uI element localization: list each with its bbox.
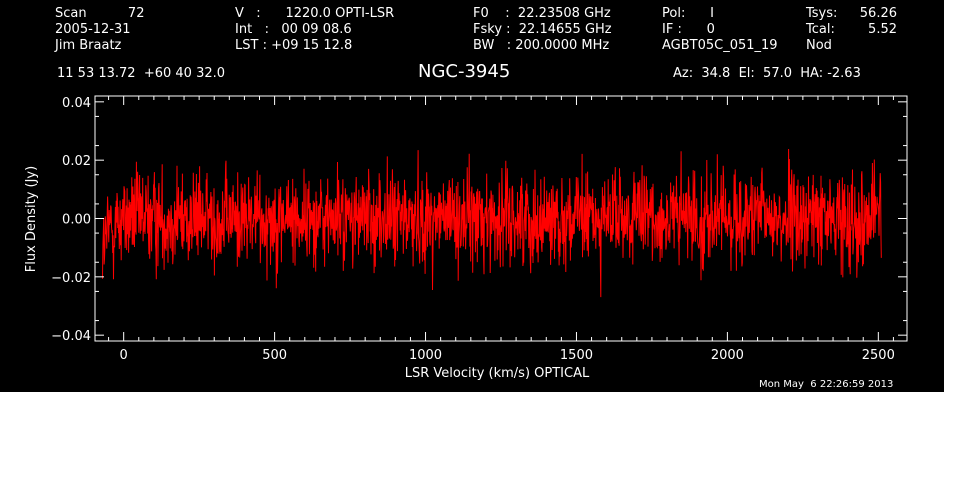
y-tick-label: 0.00: [62, 213, 91, 228]
az-el-ha: Az: 34.8 El: 57.0 HA: -2.63: [673, 66, 861, 81]
observer: Jim Braatz: [55, 38, 122, 53]
x-tick-label: 0: [120, 348, 128, 363]
x-tick-label: 500: [262, 348, 287, 363]
x-tick-label: 1500: [560, 348, 593, 363]
y-tick-label: −0.04: [51, 329, 91, 344]
y-tick-label: −0.02: [51, 271, 91, 286]
object-name: NGC-3945: [418, 61, 511, 82]
y-tick-label: 0.04: [62, 96, 91, 111]
tsys-value: 56.26: [859, 6, 897, 21]
project-id: AGBT05C_051_19: [662, 38, 778, 53]
sky-frequency: Fsky : 22.14655 GHz: [473, 22, 612, 37]
spectrum-chart: 0 500 1000 1500 2000 2500 −0.04 −0.02 0.00 0.02 0.…: [24, 95, 908, 381]
x-tick-label: 2000: [711, 348, 744, 363]
x-axis-label: LSR Velocity (km/s) OPTICAL: [405, 366, 590, 381]
bandwidth: BW : 200.0000 MHz: [473, 38, 610, 53]
plot-timestamp: Mon May 6 22:26:59 2013: [759, 379, 894, 390]
source-coordinates: 11 53 13.72 +60 40 32.0: [57, 66, 226, 81]
rest-frequency: F0 : 22.23508 GHz: [473, 6, 611, 21]
tsys-label: Tsys:: [806, 6, 838, 21]
lst-info: LST : +09 15 12.8: [235, 38, 353, 53]
procedure-label: Nod: [806, 38, 832, 53]
y-axis-label: Flux Density (Jy): [24, 166, 39, 272]
axis-ticks: 0 500 1000 1500 2000 2500 −0.04 −0.02 0.00 0.02 0.…: [51, 96, 907, 363]
scan-number: Scan 72: [55, 6, 145, 21]
if-number: IF : 0: [662, 22, 715, 37]
y-tick-label: 0.02: [62, 154, 91, 169]
tcal-label: Tcal:: [806, 22, 835, 37]
x-tick-label: 2500: [862, 348, 895, 363]
polarization: Pol: I: [662, 6, 714, 21]
spectrum-trace-group: [102, 148, 882, 298]
obs-date: 2005-12-31: [55, 22, 131, 37]
spectrum-line: [102, 148, 882, 298]
velocity-info: V : 1220.0 OPTI-LSR: [235, 6, 395, 21]
integration-time: Int : 00 09 08.6: [235, 22, 352, 37]
tcal-value: 5.52: [868, 22, 897, 37]
x-tick-label: 1000: [409, 348, 442, 363]
spectrum-panel: Scan 72 2005-12-31 Jim Braatz V : 1220.0…: [0, 0, 944, 392]
